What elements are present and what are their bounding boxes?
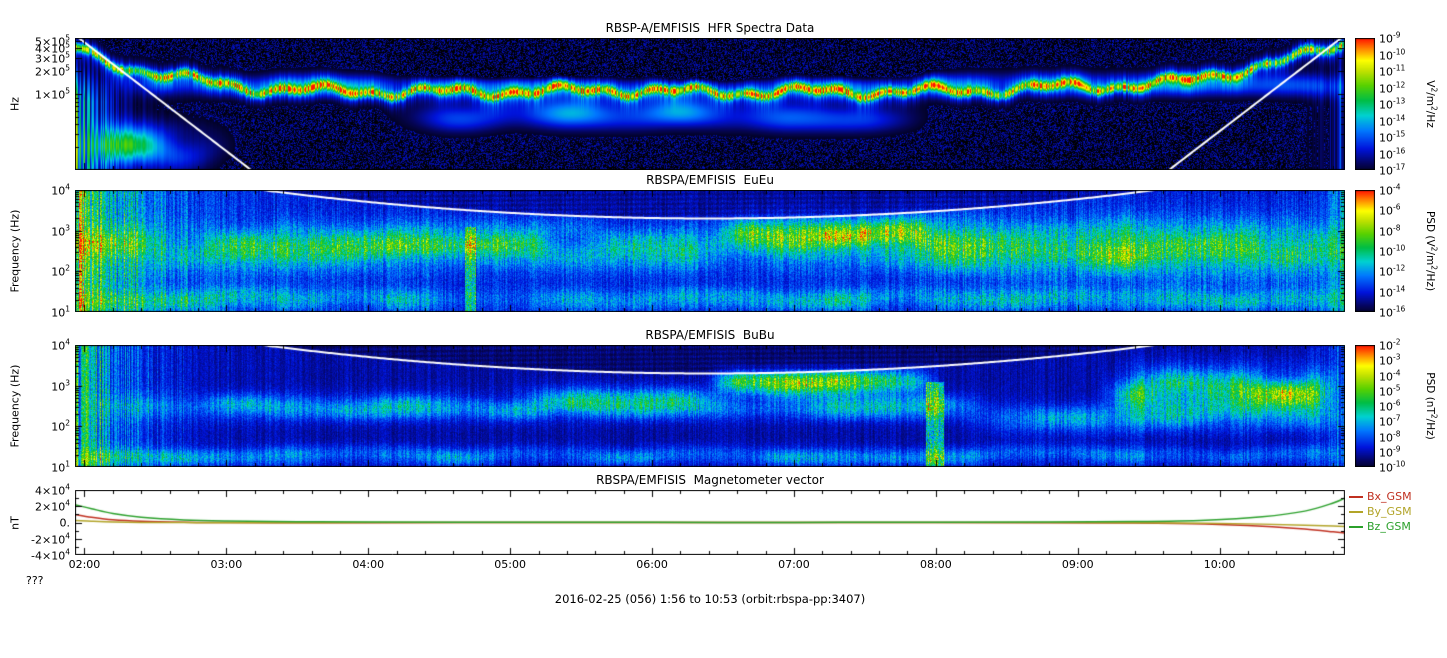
colorbar-tick-label: 10-8 [1379,223,1401,238]
bz-legend-label: Bz_GSM [1367,520,1411,533]
colorbar-tick-label: 10-15 [1379,129,1406,145]
ytick-label: 103 [51,223,70,238]
footer-left-text: ??? [26,574,44,587]
time-tick-label: 04:00 [352,558,385,571]
y-axis-label: Frequency (Hz) [8,364,22,448]
colorbar-tick-label: 10-9 [1379,444,1401,460]
ytick-label: -4×104 [31,547,70,563]
colorbar-tick-label: 10-7 [1379,413,1401,429]
panel-title-magnetometer: RBSPA/EMFISIS Magnetometer vector [596,473,824,487]
ytick-label: 101 [51,459,70,475]
panel-title-hfr: RBSP-A/EMFISIS HFR Spectra Data [605,21,815,35]
time-tick-label: 02:00 [68,558,101,571]
time-tick-label: 09:00 [1061,558,1094,571]
ytick-label: 0. [59,516,71,529]
magnetometer-legend: Bx_GSM By_GSM Bz_GSM [1349,489,1412,534]
by-legend-label: By_GSM [1367,505,1412,518]
ytick-label: 104 [51,182,70,198]
hfr-spectrogram [75,38,1345,170]
colorbar-tick-label: 10-16 [1379,304,1406,320]
y-axis-label: Hz [8,96,22,112]
panel-title-bubu: RBSPA/EMFISIS BuBu [645,328,775,342]
ytick-label: 5×105 [35,33,70,49]
y-axis-label: nT [8,515,22,530]
colorbar-tick-label: 10-6 [1379,203,1401,218]
ytick-label: 4×104 [35,482,70,498]
colorbar-tick-label: 10-5 [1379,383,1401,399]
colorbar-axis-label: PSD (V2/m2/Hz) [1424,210,1439,292]
hfr-colorbar [1355,38,1375,170]
ytick-label: 102 [51,264,70,279]
magnetometer-plot [75,490,1345,555]
colorbar-tick-label: 10-2 [1379,337,1401,353]
colorbar-tick-label: 10-8 [1379,429,1401,444]
bz-line-swatch [1349,525,1363,528]
euu-colorbar [1355,190,1375,312]
colorbar-tick-label: 10-13 [1379,96,1406,112]
bx-line-swatch [1349,495,1363,498]
time-tick-label: 06:00 [636,558,668,571]
bx-legend-label: Bx_GSM [1367,490,1412,503]
ytick-label: 2×104 [35,498,70,514]
colorbar-tick-label: 10-17 [1379,162,1406,178]
bubu-spectrogram [75,345,1345,467]
y-axis-label: Frequency (Hz) [8,209,22,293]
time-tick-label: 08:00 [920,558,952,571]
euu-spectrogram [75,190,1345,312]
colorbar-tick-label: 10-12 [1379,80,1406,95]
by-line-swatch [1349,510,1363,513]
colorbar-tick-label: 10-4 [1379,182,1401,198]
colorbar-axis-label: V2/m2/Hz [1424,80,1439,128]
colorbar-tick-label: 10-9 [1379,30,1401,46]
bubu-colorbar [1355,345,1375,467]
colorbar-tick-label: 10-16 [1379,146,1406,161]
colorbar-tick-label: 10-10 [1379,459,1406,475]
colorbar-tick-label: 10-12 [1379,264,1406,279]
ytick-label: 1×105 [35,86,70,102]
colorbar-tick-label: 10-14 [1379,113,1406,128]
colorbar-tick-label: 10-10 [1379,243,1406,259]
time-tick-label: 07:00 [778,558,810,571]
colorbar-tick-label: 10-4 [1379,368,1401,383]
ytick-label: 104 [51,337,70,353]
colorbar-tick-label: 10-11 [1379,63,1406,79]
colorbar-tick-label: 10-14 [1379,284,1406,299]
legend-item-by: By_GSM [1349,504,1412,519]
time-tick-label: 03:00 [210,558,243,571]
ytick-label: 3×105 [35,50,70,66]
ytick-label: 2×105 [35,63,70,79]
colorbar-tick-label: 10-6 [1379,398,1401,414]
time-tick-label: 10:00 [1203,558,1236,571]
colorbar-tick-label: 10-3 [1379,352,1401,368]
colorbar-tick-label: 10-10 [1379,47,1406,62]
ytick-label: 101 [51,304,70,320]
ytick-label: 103 [51,378,70,393]
ytick-label: -2×104 [31,531,70,547]
legend-item-bx: Bx_GSM [1349,489,1412,504]
ytick-label: 102 [51,419,70,434]
colorbar-axis-label: PSD (nT2/Hz) [1424,372,1439,440]
time-tick-label: 05:00 [494,558,527,571]
legend-item-bz: Bz_GSM [1349,519,1412,534]
ytick-label: 4×105 [35,41,70,56]
panel-title-euu: RBSPA/EMFISIS EuEu [646,173,774,187]
plot-caption: 2016-02-25 (056) 1:56 to 10:53 (orbit:rb… [554,592,866,606]
